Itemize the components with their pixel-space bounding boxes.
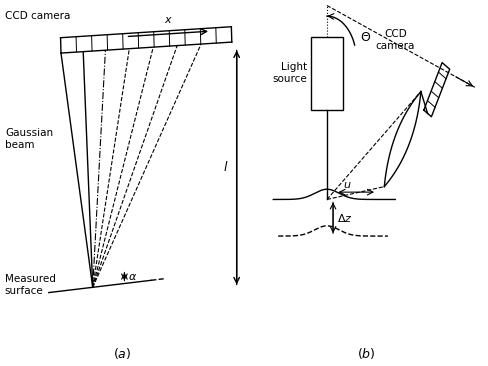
Text: $(a)$: $(a)$ [113,346,131,361]
Text: $u$: $u$ [344,180,352,190]
Bar [311,37,343,110]
Text: Measured
surface: Measured surface [5,274,56,296]
Text: $x$: $x$ [164,15,173,25]
Text: $\alpha$: $\alpha$ [128,272,137,281]
Text: $\Delta z$: $\Delta z$ [337,212,352,224]
Text: $\Theta$: $\Theta$ [360,31,371,44]
Text: $l$: $l$ [223,160,228,175]
Text: Gaussian
beam: Gaussian beam [5,128,53,150]
Text: Light
source: Light source [273,62,307,84]
Text: CCD
camera: CCD camera [376,29,415,51]
Text: $(b)$: $(b)$ [357,346,375,361]
Text: CCD camera: CCD camera [5,11,70,22]
